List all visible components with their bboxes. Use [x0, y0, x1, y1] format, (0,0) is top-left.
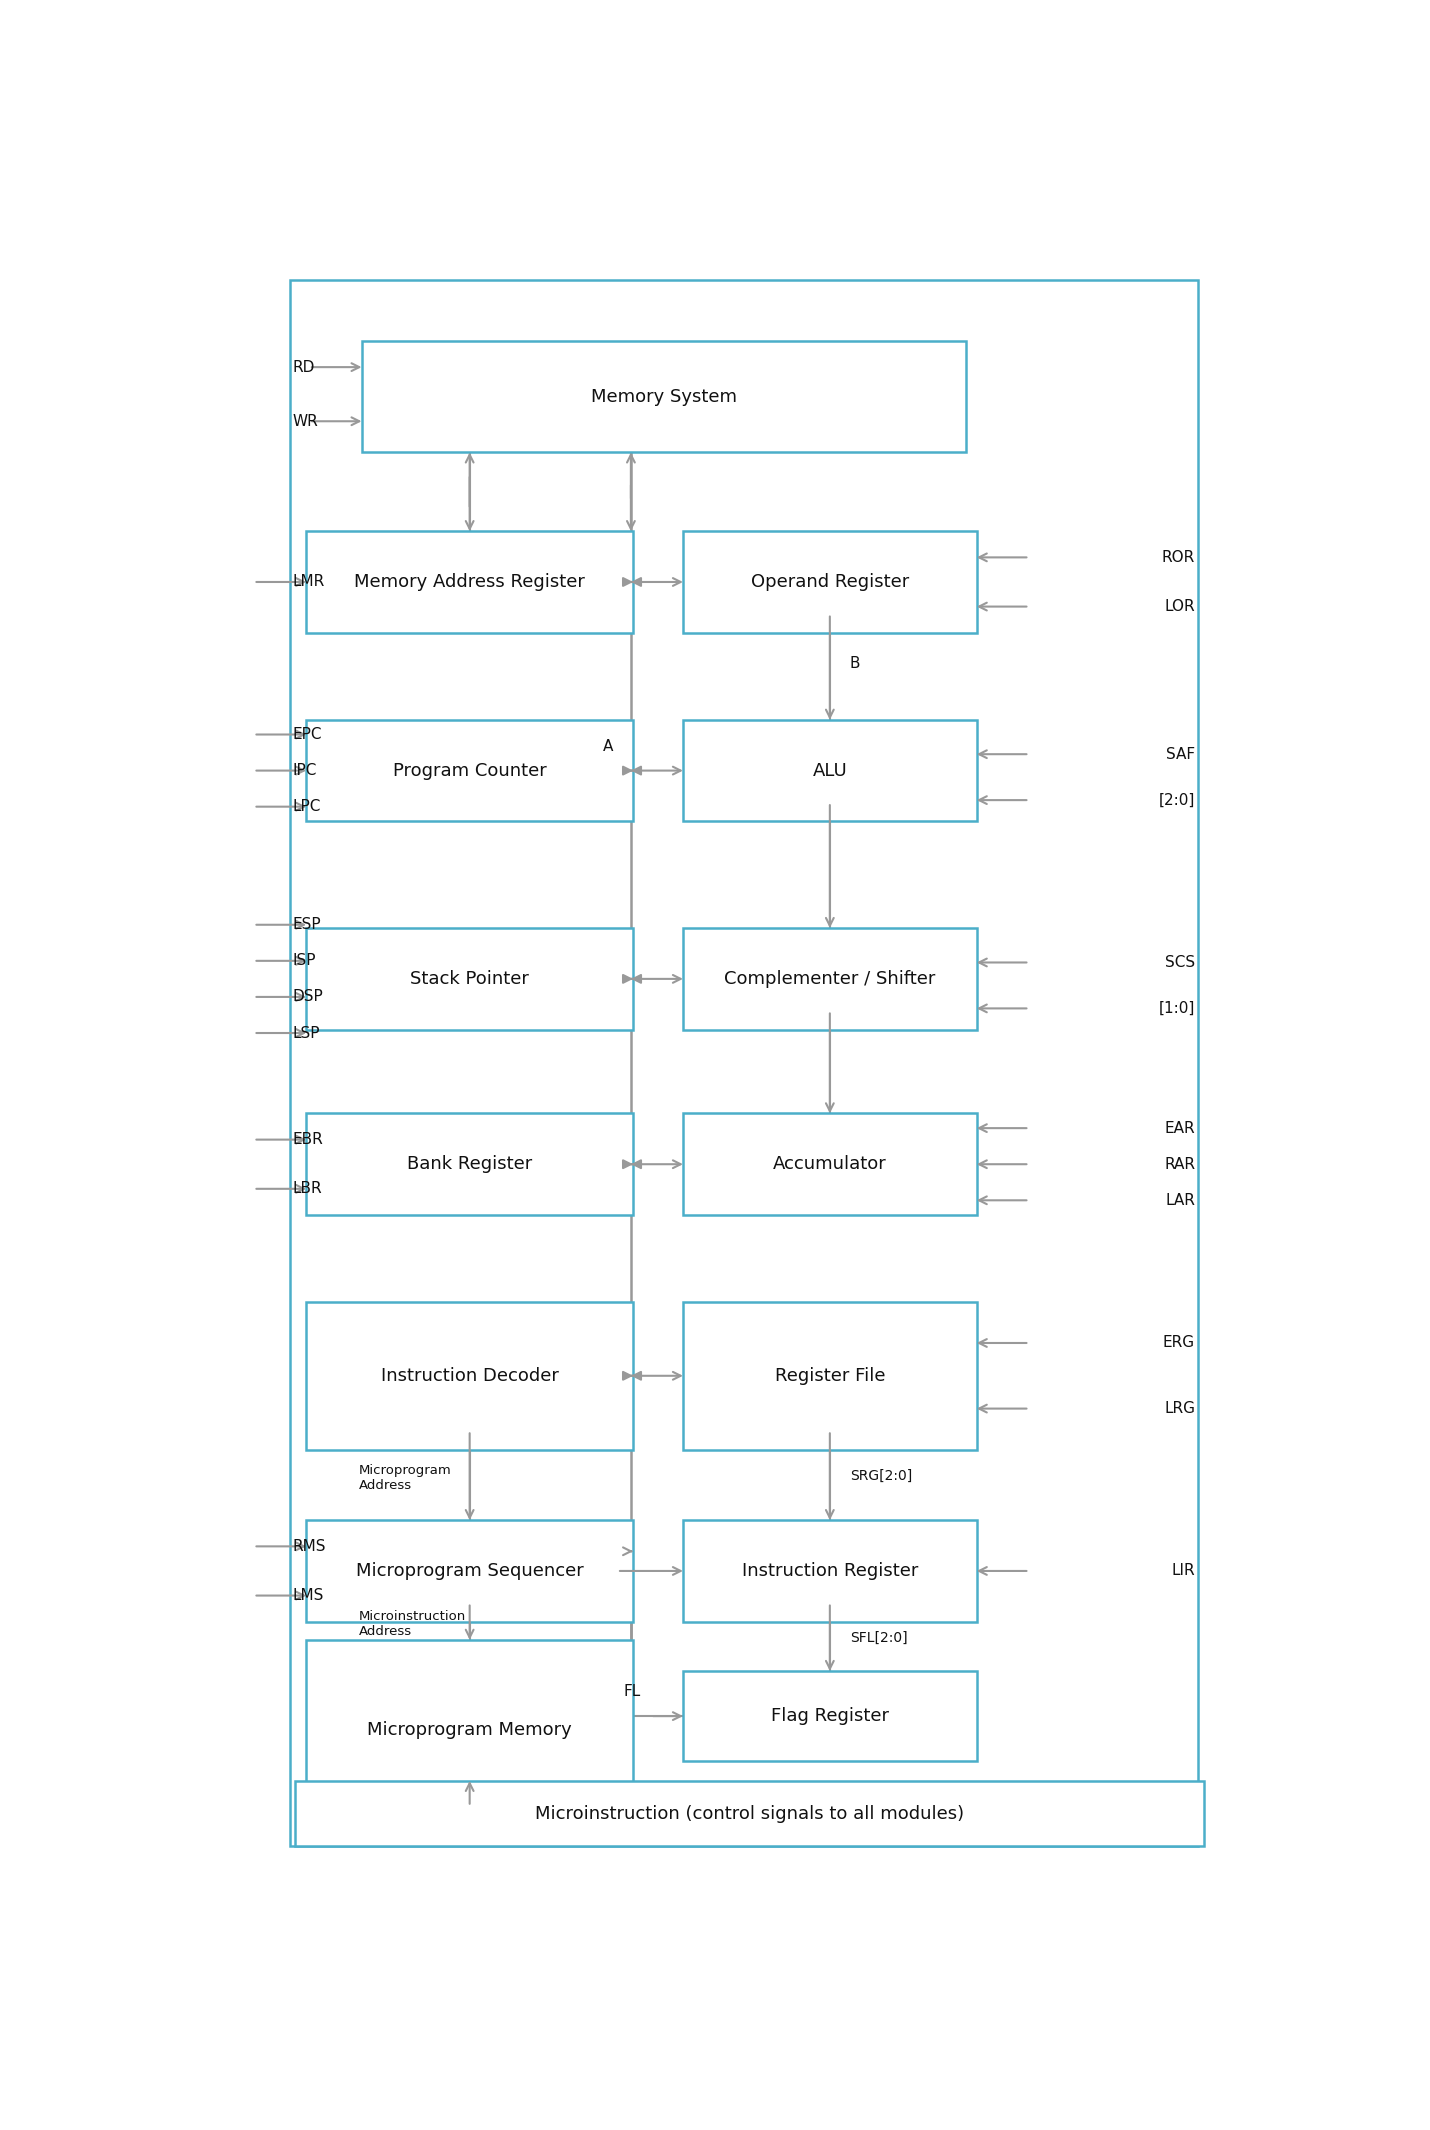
Bar: [295, 1781, 1204, 1847]
Bar: [684, 1301, 977, 1451]
Text: Accumulator: Accumulator: [774, 1154, 887, 1174]
Text: RD: RD: [293, 360, 315, 375]
Text: EBR: EBR: [293, 1133, 323, 1148]
Text: Bank Register: Bank Register: [408, 1154, 532, 1174]
Bar: [684, 720, 977, 822]
Text: IPC: IPC: [293, 763, 317, 777]
Text: FL: FL: [623, 1685, 641, 1700]
Text: LMR: LMR: [293, 575, 325, 590]
Text: DSP: DSP: [293, 990, 323, 1005]
Text: [1:0]: [1:0]: [1158, 1001, 1195, 1016]
Bar: [306, 720, 633, 822]
Bar: [306, 530, 633, 633]
Text: B: B: [849, 656, 861, 671]
Bar: [306, 1521, 633, 1621]
Text: Microinstruction
Address: Microinstruction Address: [359, 1610, 466, 1638]
Text: Instruction Decoder: Instruction Decoder: [380, 1367, 559, 1384]
Text: Microprogram Memory: Microprogram Memory: [368, 1721, 572, 1738]
Text: EPC: EPC: [293, 726, 322, 741]
Text: SRG[2:0]: SRG[2:0]: [849, 1470, 912, 1482]
Text: ROR: ROR: [1161, 550, 1195, 564]
Text: Operand Register: Operand Register: [751, 573, 909, 590]
Text: RAR: RAR: [1164, 1157, 1195, 1172]
Text: LSP: LSP: [293, 1025, 320, 1042]
Text: LRG: LRG: [1164, 1402, 1195, 1416]
Text: SAF: SAF: [1165, 748, 1195, 763]
Bar: [684, 1114, 977, 1214]
Text: Instruction Register: Instruction Register: [742, 1561, 918, 1580]
Text: LOR: LOR: [1164, 599, 1195, 613]
Text: SCS: SCS: [1165, 954, 1195, 969]
Text: Microinstruction (control signals to all modules): Microinstruction (control signals to all…: [535, 1804, 964, 1823]
Text: ESP: ESP: [293, 918, 322, 933]
Text: A: A: [603, 739, 613, 754]
Text: ALU: ALU: [812, 763, 847, 780]
Text: Microprogram
Address: Microprogram Address: [359, 1463, 452, 1493]
Text: LMS: LMS: [293, 1589, 325, 1604]
Text: Microprogram Sequencer: Microprogram Sequencer: [356, 1561, 583, 1580]
Text: Memory Address Register: Memory Address Register: [355, 573, 585, 590]
Text: WR: WR: [293, 413, 319, 428]
Text: LIR: LIR: [1171, 1563, 1195, 1578]
Text: Stack Pointer: Stack Pointer: [410, 969, 529, 988]
Bar: [306, 1640, 633, 1821]
Bar: [306, 1114, 633, 1214]
Text: [2:0]: [2:0]: [1158, 792, 1195, 807]
Bar: [684, 1521, 977, 1621]
Text: LBR: LBR: [293, 1182, 323, 1197]
Text: RMS: RMS: [293, 1538, 326, 1555]
Text: Register File: Register File: [775, 1367, 885, 1384]
Bar: [684, 929, 977, 1029]
Bar: [306, 929, 633, 1029]
Text: Complementer / Shifter: Complementer / Shifter: [724, 969, 935, 988]
Text: LPC: LPC: [293, 799, 322, 814]
Text: ERG: ERG: [1163, 1336, 1195, 1350]
Text: Memory System: Memory System: [591, 388, 736, 405]
Text: EAR: EAR: [1164, 1120, 1195, 1135]
Text: Flag Register: Flag Register: [771, 1706, 889, 1725]
Bar: [684, 1672, 977, 1762]
Bar: [289, 281, 1198, 1847]
Bar: [362, 341, 965, 452]
Bar: [306, 1301, 633, 1451]
Text: Program Counter: Program Counter: [393, 763, 546, 780]
Text: LAR: LAR: [1165, 1193, 1195, 1208]
Bar: [684, 530, 977, 633]
Text: ISP: ISP: [293, 954, 316, 969]
Text: SFL[2:0]: SFL[2:0]: [849, 1629, 908, 1644]
